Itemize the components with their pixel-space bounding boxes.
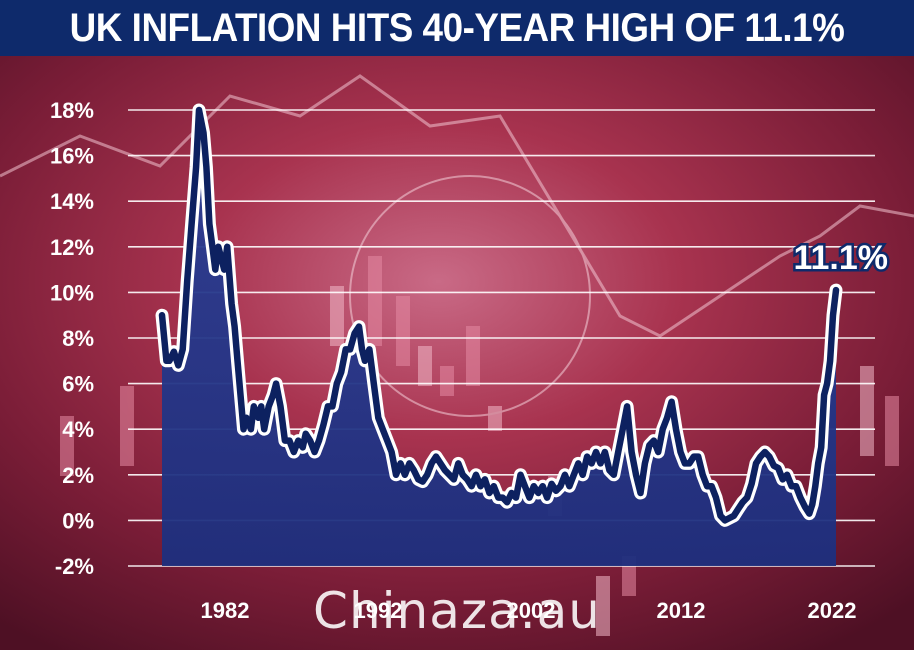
annotation-layer: 11.1% <box>791 237 891 280</box>
annotation-label: 11.1% <box>793 239 888 277</box>
decor-candle <box>418 346 432 386</box>
decor-candle <box>860 366 874 456</box>
chart-title: UK INFLATION HITS 40-YEAR HIGH OF 11.1% <box>69 5 845 50</box>
y-tick-label: 2% <box>62 463 94 488</box>
series-line <box>158 106 840 524</box>
y-tick-label: 0% <box>62 508 94 533</box>
x-tick-label: 1982 <box>201 598 250 623</box>
y-tick-label: -2% <box>55 554 94 579</box>
y-tick-label: 8% <box>62 326 94 351</box>
watermark: Chinaza.au <box>313 582 601 640</box>
y-tick-label: 12% <box>50 235 94 260</box>
y-tick-label: 4% <box>62 417 94 442</box>
x-axis: 1982 1992 2002 2012 2022 <box>201 598 857 623</box>
y-tick-label: 16% <box>50 144 94 169</box>
inflation-chart: -2% 0% 2% 4% 6% 8% 10% 12% 14% 16% 18% 1982 1992 200… <box>0 56 914 650</box>
decor-candle <box>60 416 74 476</box>
x-tick-label: 2012 <box>657 598 706 623</box>
line-layer <box>155 103 843 527</box>
decor-candle <box>368 256 382 346</box>
decor-candle <box>396 296 410 366</box>
decor-candle <box>488 406 502 431</box>
decor-candle <box>596 576 610 636</box>
decor-candle <box>885 396 899 466</box>
x-tick-label: 2022 <box>808 598 857 623</box>
title-bar: UK INFLATION HITS 40-YEAR HIGH OF 11.1% <box>0 0 914 56</box>
y-axis: -2% 0% 2% 4% 6% 8% 10% 12% 14% 16% 18% <box>50 98 94 579</box>
decor-dial <box>349 175 591 417</box>
decor-candle <box>466 326 480 386</box>
y-tick-label: 10% <box>50 280 94 305</box>
y-tick-label: 18% <box>50 98 94 123</box>
series-area <box>162 110 836 566</box>
decor-candle <box>330 286 344 346</box>
x-tick-label: 2002 <box>507 598 556 623</box>
y-tick-label: 14% <box>50 189 94 214</box>
decor-candle <box>120 386 134 466</box>
y-tick-label: 6% <box>62 372 94 397</box>
decor-candle <box>440 366 454 396</box>
area-layer <box>162 110 836 566</box>
x-tick-label: 1992 <box>354 598 403 623</box>
